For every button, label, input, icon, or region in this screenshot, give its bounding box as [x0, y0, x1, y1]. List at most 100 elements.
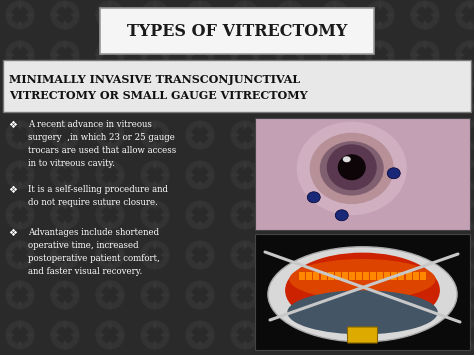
Circle shape [327, 7, 343, 23]
Ellipse shape [431, 253, 439, 257]
Circle shape [6, 41, 34, 69]
Ellipse shape [276, 133, 284, 137]
Ellipse shape [387, 168, 400, 179]
Circle shape [12, 327, 28, 343]
Circle shape [51, 321, 79, 349]
Ellipse shape [243, 121, 247, 129]
Ellipse shape [243, 181, 247, 189]
Ellipse shape [290, 259, 436, 300]
Circle shape [321, 81, 349, 109]
Ellipse shape [268, 247, 457, 342]
Ellipse shape [276, 333, 284, 337]
Ellipse shape [341, 253, 349, 257]
Text: Advantages include shortened: Advantages include shortened [28, 228, 159, 237]
FancyBboxPatch shape [347, 327, 377, 343]
Ellipse shape [378, 181, 382, 189]
Ellipse shape [288, 341, 292, 349]
FancyBboxPatch shape [3, 60, 471, 112]
Circle shape [57, 167, 73, 183]
FancyBboxPatch shape [363, 272, 369, 280]
FancyBboxPatch shape [377, 272, 383, 280]
Ellipse shape [341, 333, 349, 337]
Ellipse shape [333, 281, 337, 289]
Ellipse shape [186, 133, 194, 137]
Ellipse shape [116, 213, 124, 217]
Ellipse shape [198, 241, 202, 249]
Ellipse shape [243, 161, 247, 169]
Circle shape [372, 127, 388, 143]
Circle shape [102, 327, 118, 343]
Ellipse shape [386, 133, 394, 137]
Ellipse shape [161, 253, 169, 257]
Ellipse shape [296, 213, 304, 217]
Ellipse shape [307, 192, 320, 203]
Ellipse shape [63, 121, 67, 129]
Circle shape [462, 87, 474, 103]
Ellipse shape [288, 321, 292, 329]
Ellipse shape [96, 213, 104, 217]
Ellipse shape [468, 281, 472, 289]
Ellipse shape [96, 13, 104, 17]
Circle shape [456, 201, 474, 229]
Ellipse shape [161, 333, 169, 337]
Ellipse shape [108, 141, 112, 149]
Circle shape [282, 287, 298, 303]
Ellipse shape [468, 61, 472, 69]
Ellipse shape [411, 213, 419, 217]
Ellipse shape [411, 253, 419, 257]
Ellipse shape [378, 41, 382, 49]
Ellipse shape [231, 253, 239, 257]
Circle shape [51, 241, 79, 269]
Ellipse shape [321, 333, 329, 337]
Ellipse shape [423, 61, 427, 69]
Circle shape [282, 47, 298, 63]
Text: MINIMALLY INVASIVE TRANSCONJUNCTIVAL: MINIMALLY INVASIVE TRANSCONJUNCTIVAL [9, 74, 300, 85]
Ellipse shape [186, 53, 194, 57]
Ellipse shape [96, 333, 104, 337]
Ellipse shape [386, 293, 394, 297]
Ellipse shape [198, 101, 202, 109]
Ellipse shape [161, 173, 169, 177]
Ellipse shape [243, 81, 247, 89]
Ellipse shape [341, 93, 349, 97]
FancyBboxPatch shape [100, 8, 374, 54]
Ellipse shape [26, 173, 34, 177]
Circle shape [321, 1, 349, 29]
Ellipse shape [116, 333, 124, 337]
Circle shape [192, 7, 208, 23]
Ellipse shape [6, 293, 14, 297]
FancyBboxPatch shape [255, 118, 470, 230]
Ellipse shape [231, 13, 239, 17]
Ellipse shape [378, 341, 382, 349]
Circle shape [456, 121, 474, 149]
Ellipse shape [288, 221, 292, 229]
Circle shape [96, 241, 124, 269]
Ellipse shape [423, 301, 427, 309]
Ellipse shape [153, 161, 157, 169]
Ellipse shape [26, 133, 34, 137]
Ellipse shape [71, 173, 79, 177]
Text: do not require suture closure.: do not require suture closure. [28, 198, 158, 207]
Ellipse shape [378, 121, 382, 129]
Circle shape [462, 207, 474, 223]
Ellipse shape [51, 13, 59, 17]
Ellipse shape [198, 41, 202, 49]
Ellipse shape [288, 161, 292, 169]
Ellipse shape [231, 53, 239, 57]
Ellipse shape [116, 53, 124, 57]
Ellipse shape [468, 181, 472, 189]
Ellipse shape [423, 321, 427, 329]
Ellipse shape [206, 333, 214, 337]
Text: trocars are used that allow access: trocars are used that allow access [28, 146, 176, 155]
Circle shape [186, 201, 214, 229]
Ellipse shape [51, 333, 59, 337]
Ellipse shape [6, 213, 14, 217]
Ellipse shape [386, 53, 394, 57]
Ellipse shape [378, 261, 382, 269]
Ellipse shape [288, 121, 292, 129]
Ellipse shape [468, 21, 472, 29]
Ellipse shape [243, 221, 247, 229]
Ellipse shape [51, 133, 59, 137]
Ellipse shape [231, 133, 239, 137]
Ellipse shape [333, 341, 337, 349]
